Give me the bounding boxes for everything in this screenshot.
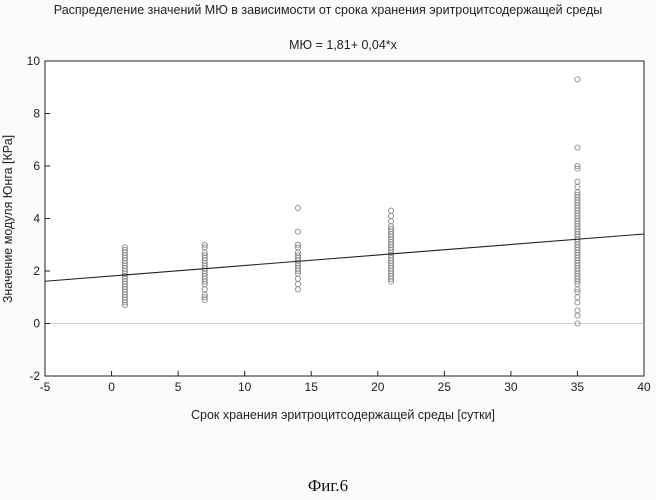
figure-caption: Фиг.6 xyxy=(0,476,656,496)
x-tick-label: 40 xyxy=(637,380,651,394)
y-tick-label: 8 xyxy=(33,107,40,121)
x-tick-label: 35 xyxy=(571,380,585,394)
y-tick-label: 4 xyxy=(33,212,40,226)
x-tick-label: 25 xyxy=(438,380,452,394)
y-tick-label: 0 xyxy=(33,317,40,331)
x-axis-label: Срок хранения эритроцитсодержащей среды … xyxy=(0,408,656,422)
x-tick-label: 10 xyxy=(238,380,252,394)
x-tick-label: 0 xyxy=(108,380,115,394)
y-tick-label: 10 xyxy=(27,54,41,68)
x-tick-label: 30 xyxy=(504,380,518,394)
y-tick-label: -2 xyxy=(29,369,40,383)
y-axis-label: Значение модуля Юнга [КРа] xyxy=(1,129,15,309)
x-tick-label: -5 xyxy=(40,380,51,394)
y-tick-label: 6 xyxy=(33,159,40,173)
x-tick-label: 20 xyxy=(371,380,385,394)
x-tick-label: 15 xyxy=(305,380,319,394)
y-tick-label: 2 xyxy=(33,264,40,278)
plot-area xyxy=(45,61,644,376)
x-tick-label: 5 xyxy=(175,380,182,394)
